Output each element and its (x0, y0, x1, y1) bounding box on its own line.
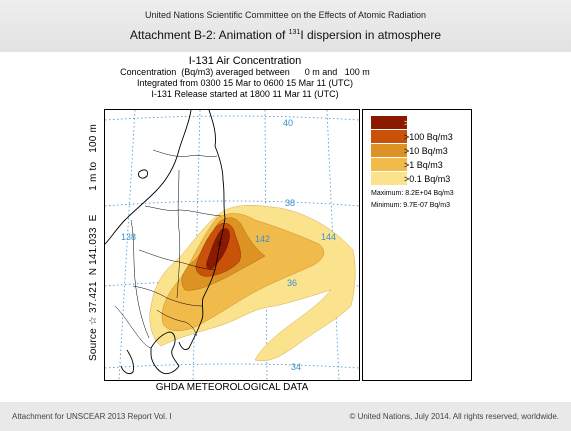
legend-label-10: >10 Bq/m3 (404, 145, 448, 156)
lon-label-138: 138 (121, 232, 136, 242)
legend-swatch-1 (371, 158, 407, 171)
legend-swatch-10 (371, 144, 407, 157)
legend-item-0.1: >0.1 Bq/m3 (371, 172, 450, 185)
maximum-value: Maximum: 8.2E+04 Bq/m3 (371, 190, 454, 197)
slide-header: United Nations Scientific Committee on t… (0, 0, 571, 52)
chart-subtitle-concentration: Concentration (Bq/m3) averaged between 0… (120, 67, 370, 77)
legend-swatch-0.1 (371, 172, 407, 185)
dispersion-map: ☆ 40 38 36 34 138 142 144 (104, 109, 360, 381)
isotope-superscript: 131 (288, 29, 301, 36)
border-7 (156, 309, 198, 337)
legend-item-1000: >1000 Bq/m3 (371, 116, 458, 129)
legend-swatch-100 (371, 130, 407, 143)
latitude-line-34 (105, 363, 359, 369)
border-4 (132, 285, 204, 307)
lon-label-144: 144 (321, 232, 336, 242)
longitude-line-138 (118, 110, 136, 380)
legend-item-100: >100 Bq/m3 (371, 130, 453, 143)
legend-label-1000: >1000 Bq/m3 (404, 117, 458, 128)
border-3 (138, 249, 216, 271)
slide-title: Attachment B-2: Animation of 131I disper… (0, 28, 571, 42)
legend-label-0.1: >0.1 Bq/m3 (404, 173, 451, 184)
tokyo-bay (150, 331, 180, 375)
lon-label-142: 142 (255, 234, 270, 244)
legend-label-100: >100 Bq/m3 (404, 131, 453, 142)
minimum-value: Minimum: 9.7E-07 Bq/m3 (371, 202, 450, 209)
izu-peninsula (120, 349, 134, 375)
release-source-marker: ☆ (216, 239, 223, 248)
legend-item-1: >1 Bq/m3 (371, 158, 443, 171)
legend: >1000 Bq/m3 >100 Bq/m3 >10 Bq/m3 >1 Bq/m… (362, 109, 472, 381)
lat-label-38: 38 (285, 198, 295, 208)
chart-title: I-131 Air Concentration (188, 55, 302, 67)
legend-label-1: >1 Bq/m3 (404, 159, 443, 170)
border-2 (144, 205, 222, 217)
y-axis-label: Source ☆ 37.421 N 141.033 E 1 m to 100 m (86, 100, 102, 385)
footer-copyright: © United Nations, July 2014. All rights … (349, 412, 559, 421)
sado-island (138, 169, 148, 179)
border-8 (114, 305, 152, 349)
map-svg: ☆ 40 38 36 34 138 142 144 (105, 110, 359, 380)
japan-west-coast (105, 110, 192, 245)
border-6 (130, 219, 150, 339)
x-axis-label: GHDA METEOROLOGICAL DATA (155, 382, 309, 393)
border-1 (152, 149, 218, 157)
slide-title-suffix: I dispersion in atmosphere (300, 28, 442, 42)
longitude-line-142 (264, 110, 268, 380)
plume-contours (149, 205, 356, 362)
legend-swatch-1000 (371, 116, 407, 129)
plume-layer-1000 (206, 228, 230, 269)
slide-footer: Attachment for UNSCEAR 2013 Report Vol. … (0, 402, 571, 431)
prefecture-borders (114, 149, 222, 349)
slide-title-prefix: Attachment B-2: Animation of (129, 28, 289, 42)
source-location-label: Source ☆ 37.421 N 141.033 E 1 m to 100 m (88, 123, 100, 362)
lat-label-36: 36 (287, 278, 297, 288)
longitude-line-140 (192, 110, 201, 380)
graticule (105, 110, 359, 380)
lat-label-34: 34 (291, 362, 301, 372)
lat-label-40: 40 (283, 118, 293, 128)
longitude-line-144 (326, 110, 340, 380)
japan-east-coast (178, 110, 226, 351)
border-5 (176, 169, 181, 299)
legend-item-10: >10 Bq/m3 (371, 144, 448, 157)
latitude-line-40 (105, 115, 359, 121)
coastline (105, 110, 226, 375)
footer-report-reference: Attachment for UNSCEAR 2013 Report Vol. … (12, 412, 172, 421)
chart-titles: I-131 Air Concentration Concentration (B… (110, 56, 380, 100)
chart-subtitle-integration: Integrated from 0300 15 Mar to 0600 15 M… (137, 78, 353, 88)
organization-name: United Nations Scientific Committee on t… (145, 10, 426, 20)
chart-subtitle-release: I-131 Release started at 1800 11 Mar 11 … (151, 89, 339, 99)
